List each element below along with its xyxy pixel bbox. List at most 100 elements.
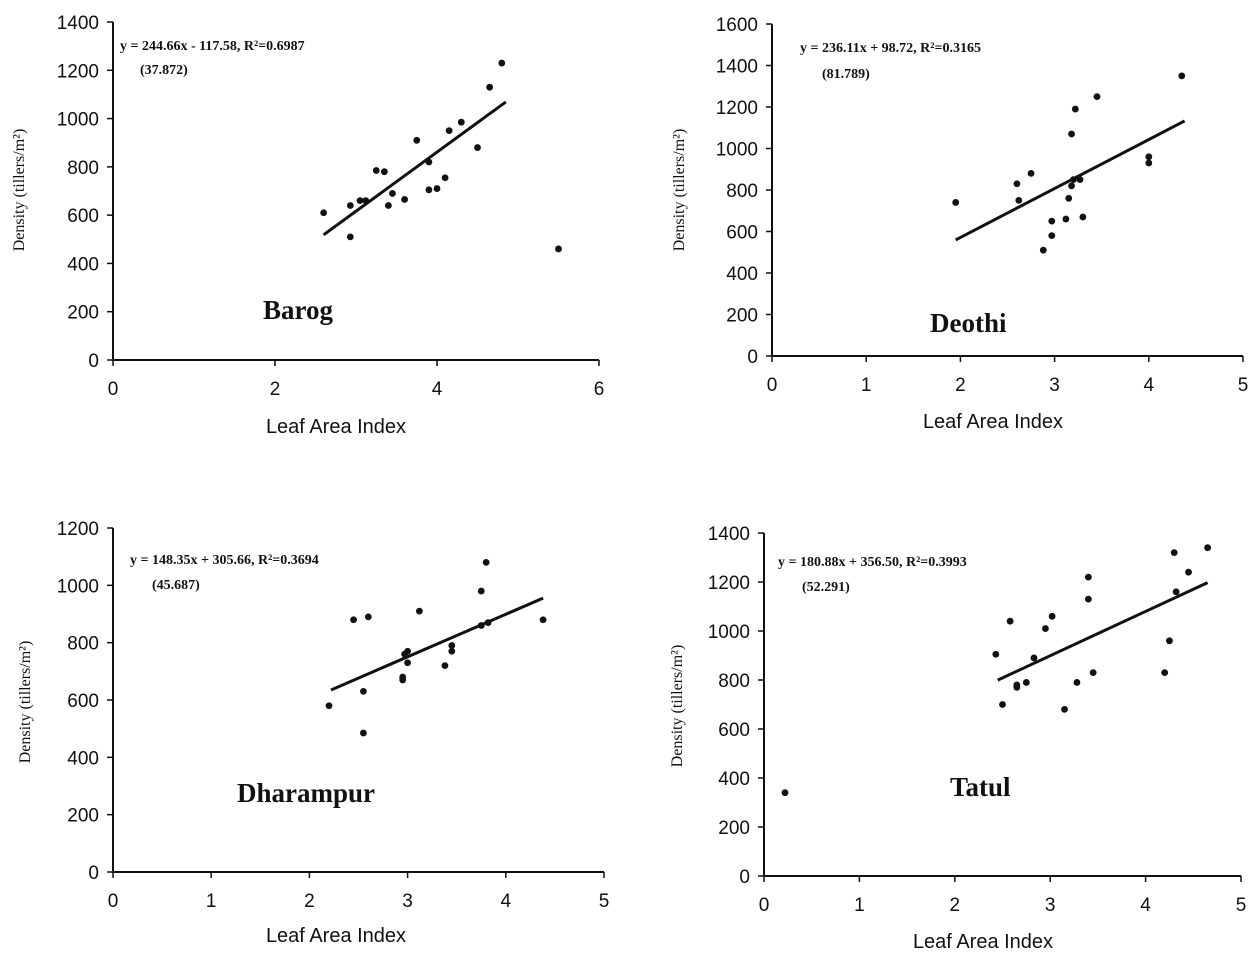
data-point (477, 587, 485, 595)
data-point (1145, 153, 1153, 161)
data-point (360, 688, 367, 695)
y-tick-label: 400 (718, 769, 750, 790)
y-tick-label: 1000 (57, 576, 99, 597)
data-point (385, 202, 392, 209)
x-tick-label: 2 (955, 375, 966, 396)
y-tick-label: 0 (88, 351, 99, 372)
data-point (380, 168, 388, 176)
data-point (1042, 625, 1049, 632)
data-point (992, 650, 1000, 658)
x-tick-label: 0 (759, 895, 770, 916)
y-axis-label: Density (tillers/m²) (669, 645, 686, 768)
panel-deothi: y = 236.11x + 98.72, R²=0.3165 (81.789) … (671, 15, 1248, 433)
data-point (413, 136, 421, 144)
y-tick-label: 400 (67, 748, 99, 769)
y-tick-label: 200 (67, 806, 99, 827)
data-point (404, 647, 411, 655)
site-name: Barog (263, 295, 334, 325)
data-point (952, 199, 960, 206)
data-point (1015, 196, 1023, 204)
data-point (1185, 568, 1192, 576)
data-point (457, 118, 465, 126)
data-point (445, 127, 453, 135)
data-point (441, 174, 449, 182)
x-tick-label: 3 (402, 891, 413, 912)
data-point (389, 190, 396, 197)
data-point (1048, 232, 1056, 240)
x-tick-label: 2 (304, 891, 315, 912)
data-point (1027, 170, 1035, 177)
y-axis-label: Density (tillers/m²) (11, 129, 28, 252)
data-point (401, 196, 408, 203)
y-tick-label: 800 (67, 634, 99, 655)
data-point (1073, 679, 1081, 686)
data-point (781, 789, 789, 797)
site-name: Tatul (950, 772, 1011, 802)
data-point (482, 559, 490, 566)
data-point (1030, 654, 1038, 662)
data-point (1022, 679, 1030, 686)
y-tick-label: 800 (718, 671, 750, 692)
data-point (425, 158, 433, 166)
x-axis-label: Leaf Area Index (266, 416, 406, 438)
x-tick-label: 2 (270, 379, 281, 400)
y-tick-label: 200 (67, 303, 99, 324)
y-tick-label: 200 (726, 306, 758, 327)
data-point (1048, 612, 1056, 620)
equation: y = 180.88x + 356.50, R²=0.3993 (778, 555, 967, 570)
y-tick-label: 600 (67, 206, 99, 227)
data-point (404, 659, 411, 667)
panel-dharampur: y = 148.35x + 305.66, R²=0.3694 (45.687)… (17, 519, 609, 947)
y-tick-label: 800 (726, 181, 758, 202)
data-point (425, 186, 433, 194)
equation-note: (52.291) (802, 580, 850, 595)
data-point (1061, 706, 1068, 713)
data-point (1013, 180, 1021, 188)
data-point (1013, 683, 1021, 691)
x-tick-label: 2 (950, 895, 961, 916)
data-point (555, 245, 562, 253)
site-name: Dharampur (237, 778, 375, 808)
y-tick-label: 1400 (716, 57, 758, 78)
equation-note: (81.789) (822, 67, 870, 82)
data-point (1084, 595, 1092, 603)
data-point (433, 185, 441, 192)
regression-line (997, 581, 1209, 682)
y-tick-label: 1400 (57, 13, 99, 34)
data-point (539, 616, 547, 624)
data-point (441, 662, 449, 669)
equation-note: (45.687) (152, 578, 200, 593)
data-point (320, 209, 327, 217)
y-tick-label: 1000 (708, 622, 750, 643)
data-point (1170, 549, 1178, 556)
data-point (350, 616, 357, 624)
x-tick-label: 1 (206, 891, 217, 912)
data-point (362, 197, 370, 205)
data-point (1161, 669, 1169, 677)
data-point (1076, 176, 1084, 184)
data-point (1068, 182, 1075, 190)
regression-line (322, 100, 507, 237)
y-axis-label: Density (tillers/m²) (17, 641, 34, 764)
data-point (364, 613, 372, 621)
data-point (1006, 617, 1014, 625)
regression-line (330, 596, 544, 692)
x-axis-label: Leaf Area Index (266, 925, 406, 947)
data-point (1178, 72, 1186, 80)
data-point (1062, 215, 1070, 223)
data-point (999, 701, 1006, 708)
y-tick-label: 600 (718, 720, 750, 741)
data-point (1084, 573, 1092, 581)
x-axis-label: Leaf Area Index (923, 411, 1063, 433)
data-point (1068, 130, 1075, 138)
data-point (1093, 93, 1101, 101)
y-tick-label: 200 (718, 818, 750, 839)
y-tick-label: 1200 (708, 573, 750, 594)
data-point (1070, 176, 1077, 184)
y-axis-label: Density (tillers/m²) (671, 129, 688, 252)
x-tick-label: 1 (861, 375, 872, 396)
x-tick-label: 5 (1236, 895, 1247, 916)
x-tick-label: 5 (1238, 375, 1249, 396)
data-point (360, 729, 367, 737)
